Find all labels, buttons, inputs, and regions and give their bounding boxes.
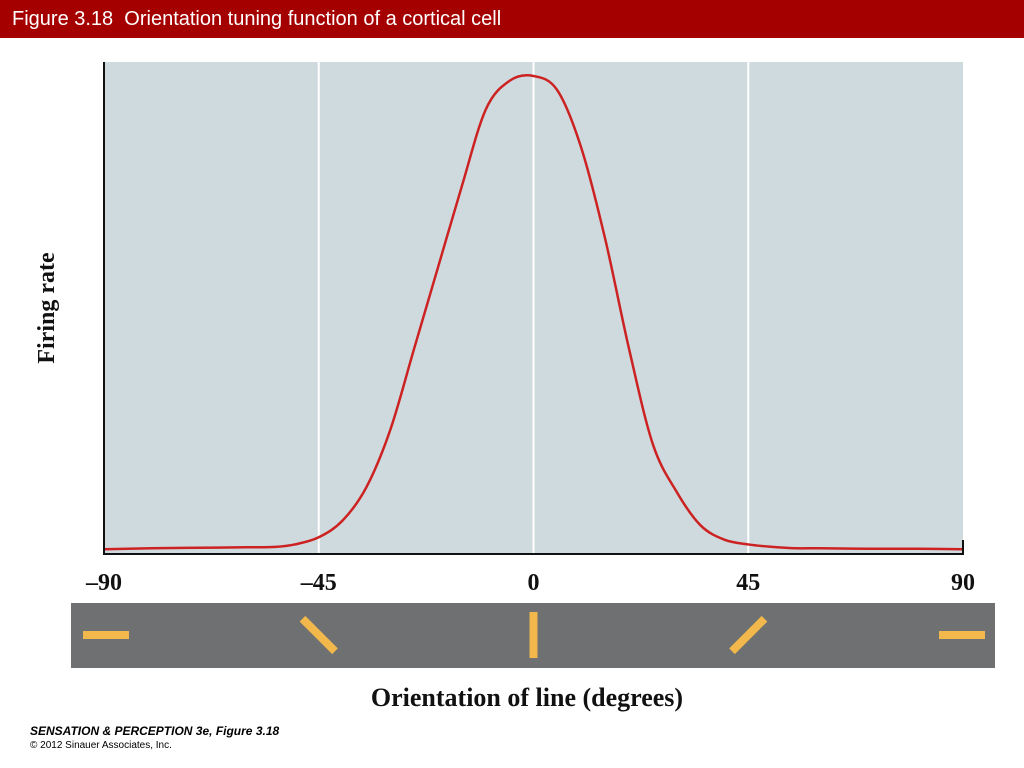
copyright: © 2012 Sinauer Associates, Inc. [30, 740, 172, 751]
x-tick-label: 45 [736, 570, 760, 596]
slide-title: Figure 3.18 Orientation tuning function … [12, 8, 502, 30]
gridlines [317, 62, 750, 554]
title-bar: Figure 3.18 Orientation tuning function … [0, 0, 1024, 38]
y-axis-label: Firing rate [34, 252, 60, 364]
orientation-markers [83, 612, 985, 658]
x-axis-label: Orientation of line (degrees) [371, 683, 683, 712]
x-tick-label: 0 [528, 570, 540, 596]
x-tick-label: –90 [85, 570, 122, 596]
orientation-bar [299, 615, 338, 655]
figure-source: SENSATION & PERCEPTION 3e, Figure 3.18 [30, 724, 280, 738]
tuning-curve [103, 74, 964, 551]
x-tick-label: –45 [300, 570, 337, 596]
x-tick-labels: –90 –45 0 45 90 [85, 570, 975, 596]
orientation-bar [729, 615, 768, 655]
x-tick-label: 90 [951, 570, 975, 596]
